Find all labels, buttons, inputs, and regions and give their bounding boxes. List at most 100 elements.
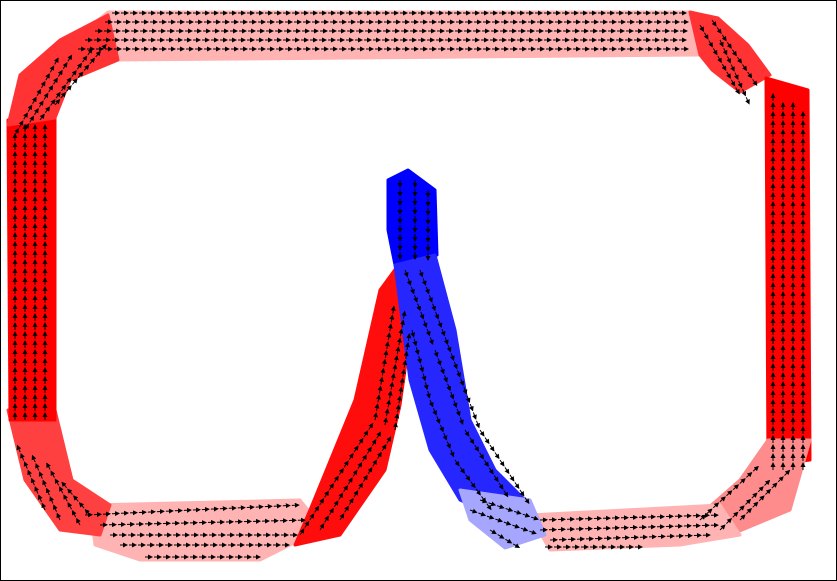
- quiver-arrow-peak-right-foot-1-3: [505, 507, 514, 512]
- quiver-arrow-outer-loop-bottom-left-corner-0-4: [27, 469, 32, 478]
- quiver-arrow-peak-left-flank-2-10: [386, 436, 392, 444]
- quiver-arrow-outer-loop-bottom-right-corner-2-3: [758, 495, 765, 502]
- quiver-arrow-peak-right-flank-1-19: [479, 429, 485, 437]
- quiver-arrow-peak-left-flank-1-16: [387, 390, 393, 399]
- quiver-arrow-outer-loop-top-left-corner-2-0: [39, 113, 45, 121]
- quiver-arrow-peak-left-flank-0-13: [363, 430, 369, 438]
- quiver-arrow-outer-loop-bottom-right-corner-0-0: [719, 524, 726, 531]
- quiver-arrow-peak-right-flank-1-23: [499, 459, 505, 467]
- quiver-arrow-outer-loop-bottom-left-corner-1-3: [45, 487, 51, 496]
- quiver-arrow-outer-loop-bottom-left-corner-1-7: [31, 454, 37, 463]
- quiver-arrow-peak-right-flank-0-0: [403, 269, 409, 278]
- quiver-arrow-peak-right-flank-1-26: [514, 482, 520, 490]
- quiver-arrow-outer-loop-top-left-corner-2-5: [66, 77, 72, 84]
- quiver-arrow-peak-right-flank-1-28: [524, 497, 530, 505]
- quiver-arrow-peak-right-flank-1-6: [437, 320, 443, 329]
- quiver-arrow-outer-loop-top-left-corner-1-9: [67, 54, 73, 62]
- quiver-arrow-peak-left-flank-2-20: [405, 342, 410, 350]
- quiver-arrow-outer-loop-top-right-corner-2-0: [718, 39, 724, 48]
- quiver-arrow-outer-loop-top-right-corner-0-7: [730, 79, 736, 87]
- quiver-arrow-peak-left-flank-1-14: [384, 408, 390, 417]
- quiver-arrow-outer-loop-top-left-corner-3-2: [66, 85, 72, 92]
- quiver-arrow-peak-left-flank-0-12: [358, 437, 364, 445]
- quiver-arrow-outer-loop-top-left-corner-2-2: [50, 98, 56, 106]
- quiver-arrow-outer-loop-top-right-corner-1-8: [752, 79, 758, 87]
- quiver-arrow-peak-right-flank-0-9: [433, 349, 439, 358]
- quiver-arrow-peak-left-flank-2-8: [376, 451, 382, 459]
- quiver-arrow-peak-right-flank-1-24: [504, 467, 510, 475]
- quiver-arrow-peak-right-flank-1-27: [519, 489, 525, 497]
- quiver-arrow-peak-left-flank-1-6: [347, 477, 353, 485]
- quiver-arrow-outer-loop-top-right-corner-0-0: [699, 24, 704, 32]
- quiver-arrow-peak-left-flank-0-7: [333, 475, 339, 483]
- quiver-arrow-peak-right-flank-0-21: [479, 452, 484, 460]
- quiver-arrow-peak-left-flank-0-25: [387, 323, 393, 332]
- quiver-arrow-outer-loop-bottom-left-corner-3-0: [84, 508, 91, 516]
- quiver-arrow-peak-left-flank-1-0: [319, 523, 325, 531]
- quiver-arrow-peak-left-flank-1-18: [390, 372, 396, 381]
- quiver-arrow-peak-left-flank-2-14: [396, 395, 402, 404]
- quiver-arrow-outer-loop-top-right-corner-1-4: [731, 49, 737, 57]
- quiver-arrow-peak-right-flank-0-1: [406, 278, 412, 286]
- quiver-arrow-outer-loop-top-left-corner-0-1: [18, 120, 24, 128]
- quiver-arrow-peak-right-flank-0-6: [422, 320, 428, 329]
- quiver-arrow-outer-loop-top-left-corner-1-3: [38, 100, 44, 108]
- quiver-arrow-peak-right-flank-1-21: [489, 444, 495, 452]
- quiver-arrow-peak-left-flank-1-7: [352, 469, 358, 477]
- quiver-arrow-outer-loop-bottom-left-corner-0-2: [34, 486, 40, 494]
- quiver-arrow-peak-left-flank-0-17: [376, 394, 381, 403]
- quiver-arrow-outer-loop-top-left-corner-0-2: [23, 112, 28, 120]
- quiver-arrow-outer-loop-top-right-corner-2-4: [733, 72, 739, 81]
- quiver-arrow-peak-right-foot-0-3: [495, 517, 503, 523]
- quiver-arrow-outer-loop-top-left-corner-2-6: [71, 69, 77, 77]
- quiver-arrow-outer-loop-top-left-corner-3-4: [77, 71, 84, 78]
- quiver-arrow-peak-left-flank-2-13: [395, 404, 401, 413]
- quiver-arrow-outer-loop-bottom-left-corner-2-0: [76, 517, 81, 526]
- quiver-arrow-peak-right-foot-0-7: [529, 529, 537, 535]
- quiver-arrow-outer-loop-top-left-corner-1-5: [48, 85, 54, 93]
- quiver-arrow-outer-loop-top-right-corner-2-2: [726, 56, 731, 64]
- quiver-arrow-peak-left-flank-1-9: [362, 454, 367, 462]
- quiver-arrow-outer-loop-top-right-corner-0-3: [712, 48, 718, 56]
- quiver-arrow-peak-right-foot-2-3: [512, 543, 521, 549]
- quiver-arrow-outer-loop-bottom-right-corner-0-5: [751, 492, 758, 499]
- quiver-arrow-outer-loop-top-left-corner-0-6: [40, 80, 46, 89]
- quiver-arrow-peak-left-flank-2-2: [348, 497, 354, 505]
- quiver-arrow-peak-right-flank-0-14: [449, 391, 455, 400]
- quiver-arrow-outer-loop-bottom-right-corner-1-0: [699, 514, 706, 521]
- quiver-arrow-peak-left-flank-2-21: [406, 333, 412, 342]
- quiver-arrow-peak-left-flank-0-8: [338, 467, 344, 475]
- quiver-arrow-peak-left-flank-1-4: [338, 492, 344, 500]
- quiver-arrow-outer-loop-top-left-corner-3-5: [83, 64, 90, 71]
- quiver-arrow-outer-loop-top-left-corner-2-8: [82, 55, 88, 63]
- quiver-arrow-peak-left-flank-0-15: [373, 412, 378, 421]
- quiver-arrow-peak-right-flank-2-17: [465, 474, 471, 482]
- quiver-arrow-peak-right-flank-1-7: [440, 328, 446, 337]
- quiver-arrow-peak-left-flank-0-24: [386, 332, 392, 341]
- quiver-arrow-peak-left-flank-0-6: [329, 483, 334, 491]
- quiver-arrow-outer-loop-bottom-right-corner-0-2: [732, 511, 739, 518]
- quiver-arrow-peak-right-foot-0-0: [469, 508, 478, 514]
- quiver-arrow-peak-right-flank-1-4: [431, 303, 436, 312]
- quiver-arrow-peak-left-flank-0-22: [383, 350, 389, 358]
- quiver-arrow-outer-loop-top-right-corner-0-6: [726, 71, 731, 79]
- quiver-arrow-outer-loop-top-right-corner-0-8: [735, 87, 740, 95]
- quiver-arrow-peak-right-flank-0-3: [413, 295, 418, 303]
- quiver-arrow-peak-right-flank-2-8: [428, 399, 434, 408]
- quiver-arrow-peak-left-flank-0-19: [378, 376, 384, 385]
- quiver-arrow-peak-right-foot-0-1: [478, 511, 487, 517]
- quiver-arrow-peak-left-flank-0-1: [304, 520, 310, 528]
- quiver-arrow-outer-loop-bottom-left-corner-0-7: [16, 444, 22, 453]
- quiver-arrow-peak-right-flank-0-5: [419, 311, 425, 320]
- quiver-arrow-outer-loop-top-right-corner-2-5: [737, 80, 743, 89]
- quiver-arrow-outer-loop-top-left-corner-1-6: [53, 77, 58, 85]
- quiver-arrow-peak-right-foot-2-2: [505, 538, 513, 544]
- quiver-arrow-peak-right-flank-0-15: [452, 400, 458, 409]
- quiver-arrow-peak-left-flank-1-22: [396, 337, 402, 346]
- quiver-arrow-peak-right-flank-1-10: [449, 353, 455, 361]
- quiver-arrow-outer-loop-top-right-corner-0-1: [703, 32, 709, 40]
- quiver-arrow-peak-left-flank-1-2: [328, 507, 334, 515]
- quiver-arrow-outer-loop-bottom-left-corner-0-5: [23, 461, 29, 469]
- quiver-arrow-peak-right-flank-1-9: [446, 344, 452, 353]
- quiver-arrow-outer-loop-top-left-corner-2-9: [87, 48, 93, 55]
